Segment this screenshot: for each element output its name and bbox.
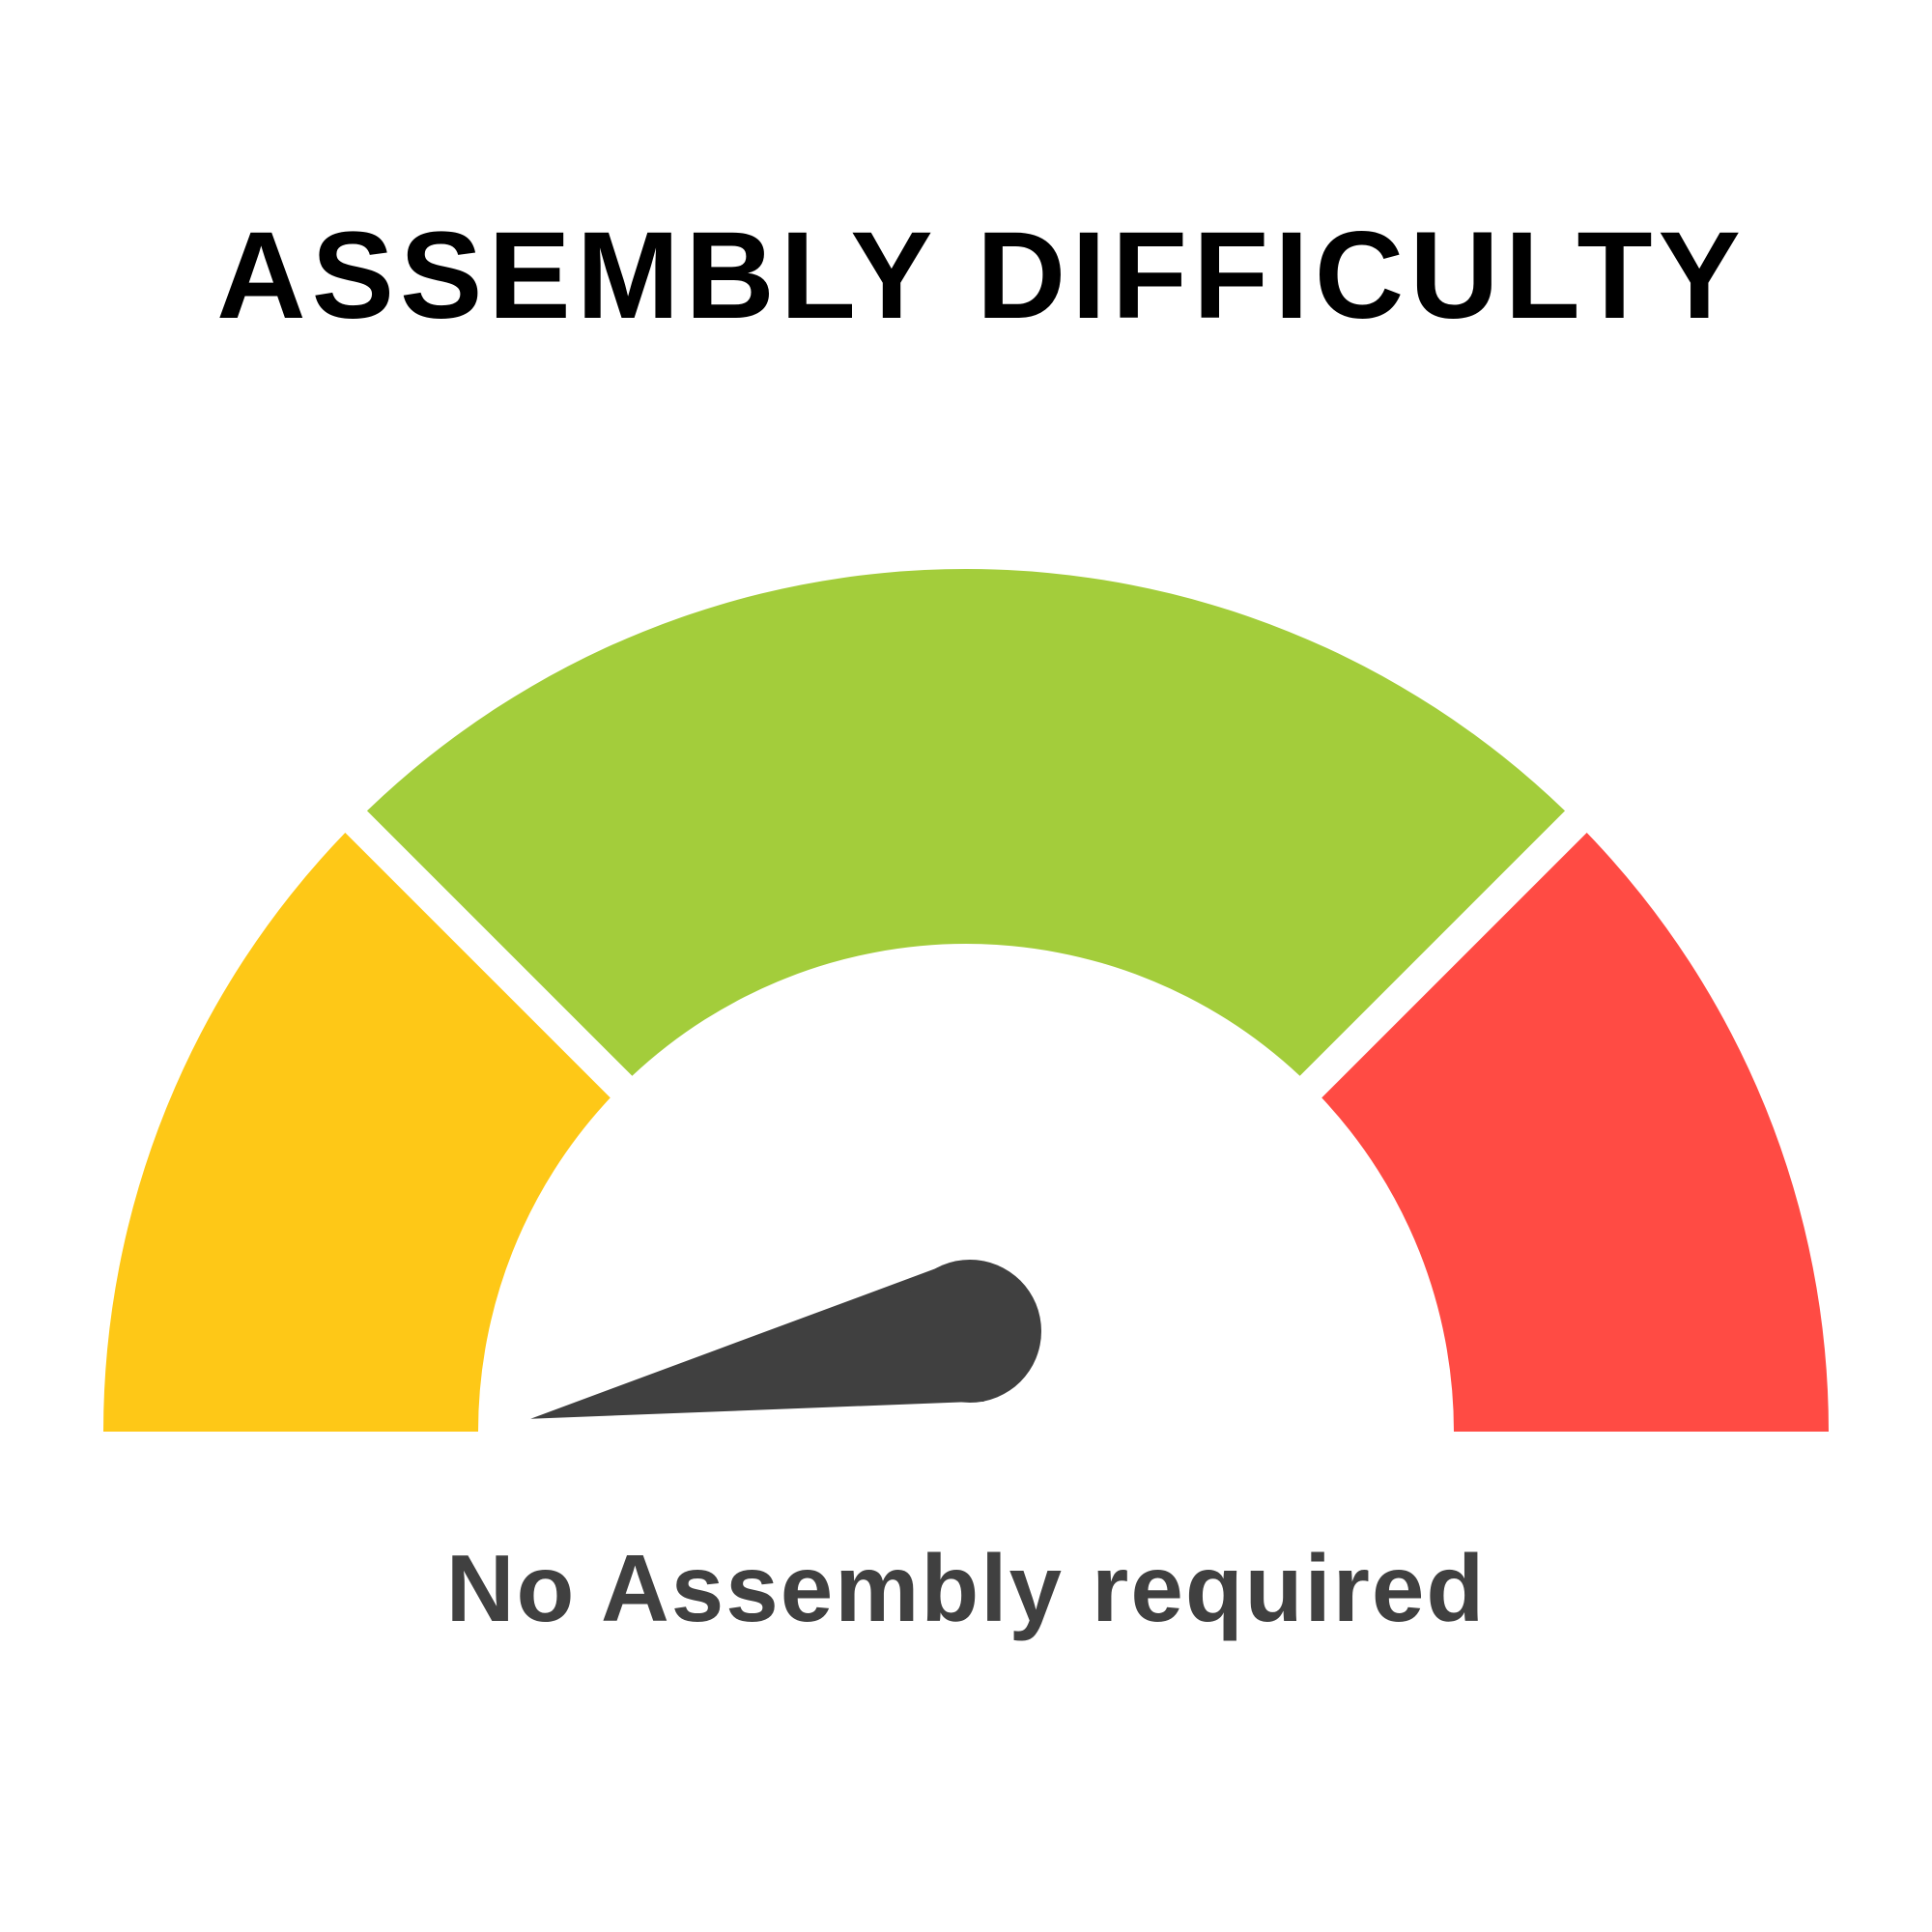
gauge-segment-medium xyxy=(366,569,1566,1076)
gauge-label: No Assembly required xyxy=(445,1535,1487,1641)
gauge-needle xyxy=(530,1260,1041,1419)
gauge-segment-easy xyxy=(103,832,611,1432)
gauge-segment-hard xyxy=(1321,832,1829,1432)
gauge-title: ASSEMBLY DIFFICULTY xyxy=(216,207,1747,345)
needle-pointer xyxy=(530,1261,984,1419)
needle-hub xyxy=(898,1260,1041,1403)
